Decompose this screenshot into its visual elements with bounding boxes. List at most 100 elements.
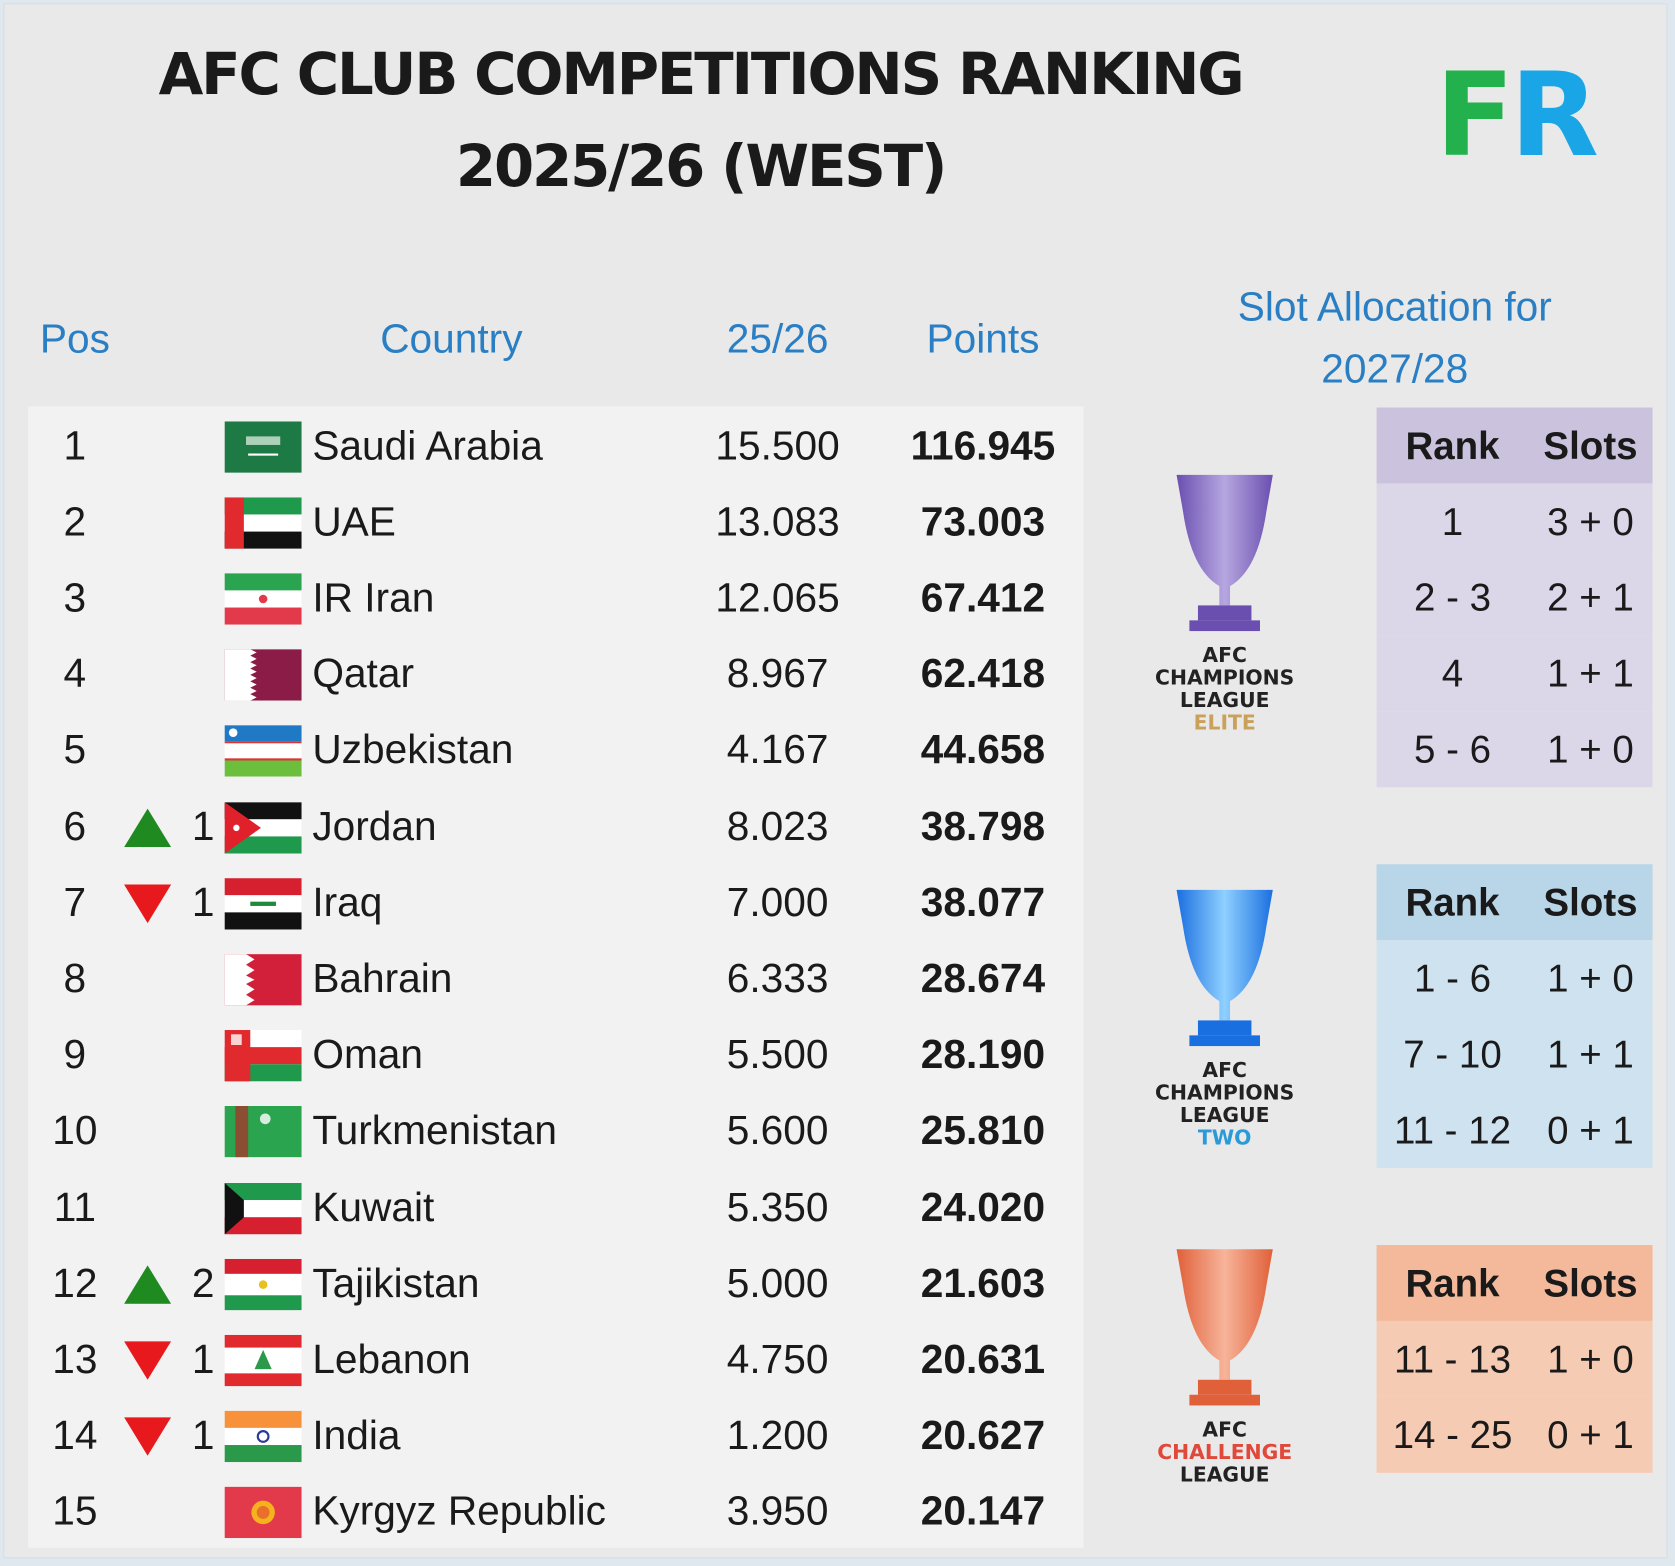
- position: 15: [52, 1489, 98, 1535]
- table-row: 15 Kyrgyz Republic 3.950 20.147: [28, 1475, 1084, 1551]
- position: 8: [63, 956, 87, 1002]
- rank-range: 1 - 6: [1413, 955, 1492, 1000]
- trophy-acl-elite-icon: [1176, 474, 1273, 632]
- slot-table: Rank Slots 1 - 6 1 + 0 7 - 10 1 + 1 11 - 12 0 +…: [1376, 864, 1653, 1169]
- title-line-1: AFC CLUB COMPETITIONS RANKING: [158, 40, 1245, 109]
- header-season: 25/26: [726, 317, 829, 363]
- table-row: 7 1 Iraq 7.000 38.077: [28, 866, 1084, 942]
- season-points: 7.000: [726, 880, 829, 926]
- arrow-down-icon: [124, 884, 172, 923]
- competition-logo: AFC CHALLENGE LEAGUE: [1134, 1243, 1316, 1487]
- season-points: 5.500: [726, 1032, 829, 1078]
- position-change: 1: [191, 1413, 215, 1459]
- rank-range: 5 - 6: [1413, 726, 1492, 771]
- total-points: 73.003: [920, 499, 1046, 545]
- total-points: 20.627: [920, 1413, 1046, 1459]
- country-name: Saudi Arabia: [312, 423, 543, 469]
- slot-count: 1 + 0: [1547, 726, 1634, 771]
- arrow-down-icon: [124, 1341, 172, 1380]
- flag-qatar-icon: [224, 649, 302, 701]
- competition-name-line: ELITE: [1193, 711, 1256, 735]
- position: 3: [63, 575, 87, 621]
- country-name: Bahrain: [312, 956, 453, 1002]
- total-points: 116.945: [910, 423, 1056, 469]
- ranking-table: [27, 406, 1084, 1548]
- slot-count: 1 + 0: [1547, 1336, 1634, 1381]
- season-points: 8.023: [726, 804, 829, 850]
- competition-name-line: TWO: [1197, 1126, 1252, 1150]
- flag-lebanon-icon: [224, 1334, 302, 1387]
- logo-f: F: [1435, 49, 1514, 183]
- season-points: 6.333: [726, 956, 829, 1002]
- rank-range: 11 - 12: [1394, 1107, 1512, 1152]
- slots-header: Slots: [1543, 423, 1638, 467]
- flag-iran-icon: [224, 573, 302, 625]
- rank-range: 14 - 25: [1392, 1412, 1513, 1457]
- fr-logo: FR: [1435, 49, 1599, 183]
- title-line-2: 2025/26 (WEST): [455, 132, 947, 201]
- table-row: 10 Turkmenistan 5.600 25.810: [28, 1094, 1084, 1170]
- trophy-acl-two-icon: [1176, 889, 1273, 1047]
- slot-table-row: 14 - 25 0 + 1: [1376, 1396, 1653, 1473]
- position-change: 1: [191, 804, 215, 850]
- flag-saudi-arabia-icon: [224, 420, 302, 473]
- rank-range: 4: [1441, 650, 1464, 695]
- season-points: 4.750: [726, 1337, 829, 1383]
- rank-header: Rank: [1405, 1260, 1500, 1305]
- country-name: Tajikistan: [312, 1261, 480, 1307]
- slot-table-row: 11 - 12 0 + 1: [1376, 1092, 1653, 1169]
- season-points: 13.083: [715, 499, 840, 545]
- header-country: Country: [380, 317, 523, 363]
- position: 10: [52, 1108, 98, 1154]
- slots-header: Slots: [1543, 879, 1638, 924]
- slot-table-row: 11 - 13 1 + 0: [1376, 1320, 1653, 1397]
- table-row: 3 IR Iran 12.065 67.412: [28, 561, 1084, 637]
- slot-table-row: 1 - 6 1 + 0: [1376, 940, 1653, 1017]
- flag-tajikistan-icon: [224, 1258, 302, 1310]
- table-row: 4 Qatar 8.967 62.418: [28, 637, 1084, 713]
- country-name: Oman: [312, 1032, 424, 1078]
- position: 9: [63, 1032, 87, 1078]
- position: 13: [52, 1337, 98, 1383]
- total-points: 28.674: [920, 956, 1046, 1002]
- rank-range: 7 - 10: [1403, 1031, 1502, 1076]
- competition-name-line: CHALLENGE: [1157, 1440, 1293, 1465]
- arrow-up-icon: [124, 1265, 172, 1304]
- slot-count: 2 + 1: [1547, 574, 1634, 619]
- season-points: 4.167: [726, 728, 829, 774]
- slot-count: 1 + 1: [1547, 1031, 1634, 1076]
- slot-count: 1 + 1: [1547, 650, 1634, 695]
- table-row: 5 Uzbekistan 4.167 44.658: [28, 713, 1084, 789]
- table-row: 13 1 Lebanon 4.750 20.631: [28, 1322, 1084, 1398]
- slot-count: 0 + 1: [1547, 1412, 1634, 1457]
- position: 11: [53, 1185, 96, 1231]
- flag-iraq-icon: [224, 877, 302, 930]
- position-change: 1: [191, 880, 215, 926]
- season-points: 15.500: [715, 423, 840, 469]
- rank-header: Rank: [1405, 879, 1500, 924]
- slot-table-header: Rank Slots: [1376, 407, 1653, 484]
- country-name: Iraq: [312, 880, 383, 926]
- competition-name-line: LEAGUE: [1179, 1103, 1270, 1128]
- total-points: 38.077: [920, 880, 1046, 926]
- country-name: Uzbekistan: [312, 728, 514, 774]
- country-name: IR Iran: [312, 575, 435, 621]
- table-row: 11 Kuwait 5.350 24.020: [28, 1170, 1084, 1246]
- total-points: 20.147: [920, 1489, 1046, 1535]
- slot-heading-line-2: 2027/28: [1321, 347, 1469, 393]
- position-change: 1: [191, 1337, 215, 1383]
- table-row: 14 1 India 1.200 20.627: [28, 1399, 1084, 1475]
- rank-range: 1: [1441, 498, 1464, 543]
- table-row: 12 2 Tajikistan 5.000 21.603: [28, 1246, 1084, 1322]
- season-points: 8.967: [726, 652, 829, 697]
- position: 4: [63, 652, 87, 697]
- competition-name-line: CHAMPIONS: [1155, 1081, 1295, 1105]
- position: 6: [63, 804, 87, 850]
- rank-header: Rank: [1405, 423, 1500, 467]
- position: 12: [52, 1261, 98, 1307]
- rank-range: 2 - 3: [1413, 574, 1492, 619]
- competition-name-line: LEAGUE: [1179, 1463, 1270, 1487]
- season-points: 5.600: [726, 1108, 829, 1154]
- position: 14: [52, 1413, 98, 1459]
- slot-table: Rank Slots 1 3 + 0 2 - 3 2 + 1 4 1 + 1 5 - 6 1 + …: [1376, 407, 1653, 788]
